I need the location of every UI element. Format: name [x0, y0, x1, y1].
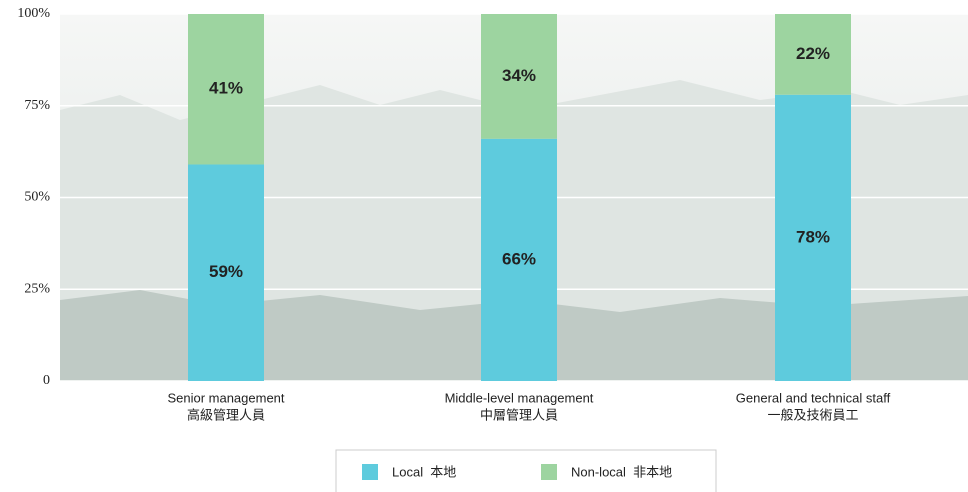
x-tick-label: 中層管理人員 — [480, 407, 558, 422]
y-tick-label: 50% — [24, 190, 50, 205]
value-label: 22% — [796, 44, 830, 63]
x-tick-label: 一般及技術員工 — [767, 407, 858, 422]
y-tick-label: 75% — [24, 98, 50, 113]
value-label: 66% — [502, 249, 536, 268]
y-tick-label: 25% — [24, 281, 50, 296]
x-tick-label: Middle-level management — [445, 390, 594, 405]
legend-border — [335, 449, 717, 492]
value-label: 78% — [796, 227, 830, 246]
x-tick-label: 高級管理人員 — [187, 407, 265, 422]
y-tick-label: 0 — [43, 373, 50, 388]
bar-segment — [481, 138, 557, 381]
value-label: 59% — [209, 262, 243, 281]
bar-segment — [775, 14, 851, 95]
legend — [335, 449, 717, 492]
x-tick-label: General and technical staff — [736, 390, 891, 405]
bar-segment — [188, 164, 264, 381]
legend-swatch — [541, 464, 557, 480]
value-label: 34% — [502, 66, 536, 85]
x-tick-label: Senior management — [167, 390, 284, 405]
legend-label: Local 本地 — [392, 464, 456, 479]
legend-swatch — [362, 464, 378, 480]
bar-segment — [188, 14, 264, 165]
bar-segment — [481, 14, 557, 139]
bar-segment — [775, 94, 851, 382]
y-tick-label: 100% — [17, 6, 50, 21]
value-label: 41% — [209, 79, 243, 98]
legend-label: Non-local 非本地 — [571, 464, 672, 479]
